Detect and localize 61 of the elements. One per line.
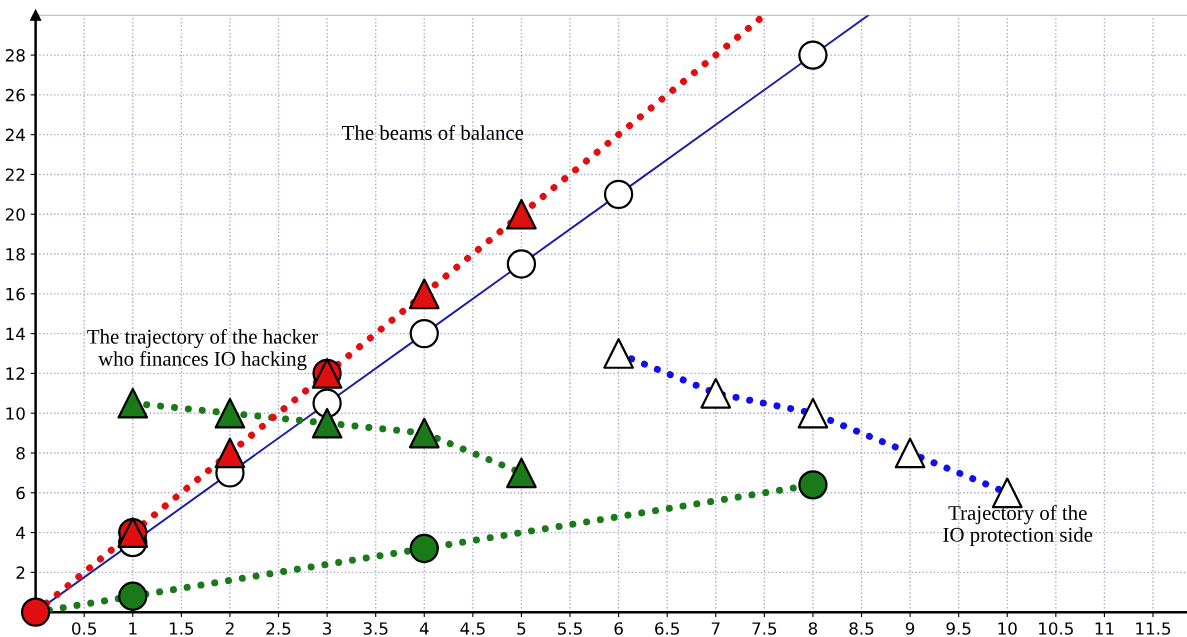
x-tick-label: 9.5 bbox=[946, 622, 971, 635]
y-tick-label: 4 bbox=[16, 526, 25, 539]
x-tick-label: 3 bbox=[323, 622, 332, 635]
x-tick-label: 8 bbox=[808, 622, 818, 635]
point bbox=[408, 278, 440, 310]
x-tick-label: 5 bbox=[517, 622, 526, 635]
point bbox=[798, 470, 828, 500]
y-tick-label: 16 bbox=[6, 287, 25, 301]
x-tick-label: 0.5 bbox=[72, 622, 96, 635]
y-tick-label: 22 bbox=[5, 168, 25, 181]
y-tick-label: 18 bbox=[6, 248, 25, 261]
point bbox=[603, 179, 634, 209]
point bbox=[117, 387, 149, 419]
point bbox=[506, 249, 537, 279]
x-tick-label: 5.5 bbox=[558, 622, 582, 635]
point bbox=[894, 437, 926, 469]
point bbox=[312, 388, 342, 418]
y-tick-label: 14 bbox=[6, 327, 25, 340]
point bbox=[20, 597, 51, 627]
point bbox=[408, 417, 440, 449]
x-tick-label: 1.5 bbox=[169, 622, 194, 635]
x-tick-label: 4.5 bbox=[460, 622, 485, 635]
point bbox=[311, 407, 343, 439]
x-tick-label: 9 bbox=[905, 622, 915, 635]
x-tick-label: 7 bbox=[711, 622, 720, 635]
x-tick-label: 3.5 bbox=[363, 622, 388, 635]
annotation: Trajectory of the IO protection side bbox=[943, 505, 1093, 547]
y-tick-label: 2 bbox=[16, 566, 25, 579]
point bbox=[118, 581, 148, 611]
point bbox=[506, 198, 537, 230]
x-tick-label: 10 bbox=[998, 622, 1017, 635]
annotation: The beams of balance bbox=[342, 125, 524, 140]
annotation: The trajectory of the hacker who finances IO hacking bbox=[87, 328, 319, 371]
x-tick-label: 7.5 bbox=[752, 622, 777, 635]
point bbox=[798, 40, 828, 70]
y-tick-label: 24 bbox=[5, 128, 25, 141]
x-tick-label: 8.5 bbox=[849, 622, 874, 635]
x-tick-label: 2 bbox=[225, 622, 234, 635]
y-tick-label: 20 bbox=[5, 208, 25, 221]
x-tick-label: 6.5 bbox=[655, 622, 679, 635]
y-tick-label: 10 bbox=[6, 407, 25, 420]
point bbox=[797, 397, 829, 429]
x-tick-label: 1 bbox=[129, 622, 137, 635]
x-tick-label: 10.5 bbox=[1039, 622, 1073, 635]
y-tick-label: 6 bbox=[16, 486, 25, 500]
x-tick-label: 11 bbox=[1095, 622, 1114, 635]
y-tick-label: 28 bbox=[5, 49, 25, 62]
point bbox=[700, 377, 732, 409]
y-tick-label: 12 bbox=[6, 367, 25, 380]
point bbox=[409, 318, 439, 349]
x-tick-label: 11.5 bbox=[1136, 622, 1171, 635]
point bbox=[214, 437, 246, 469]
point bbox=[214, 397, 246, 429]
x-tick-label: 4 bbox=[419, 622, 429, 635]
point bbox=[409, 533, 439, 564]
y-tick-label: 26 bbox=[5, 88, 25, 102]
x-tick-label: 6 bbox=[614, 622, 623, 635]
y-tick-label: 8 bbox=[16, 446, 25, 460]
x-tick-label: 2.5 bbox=[266, 622, 291, 635]
point bbox=[506, 457, 537, 489]
point bbox=[603, 338, 634, 369]
